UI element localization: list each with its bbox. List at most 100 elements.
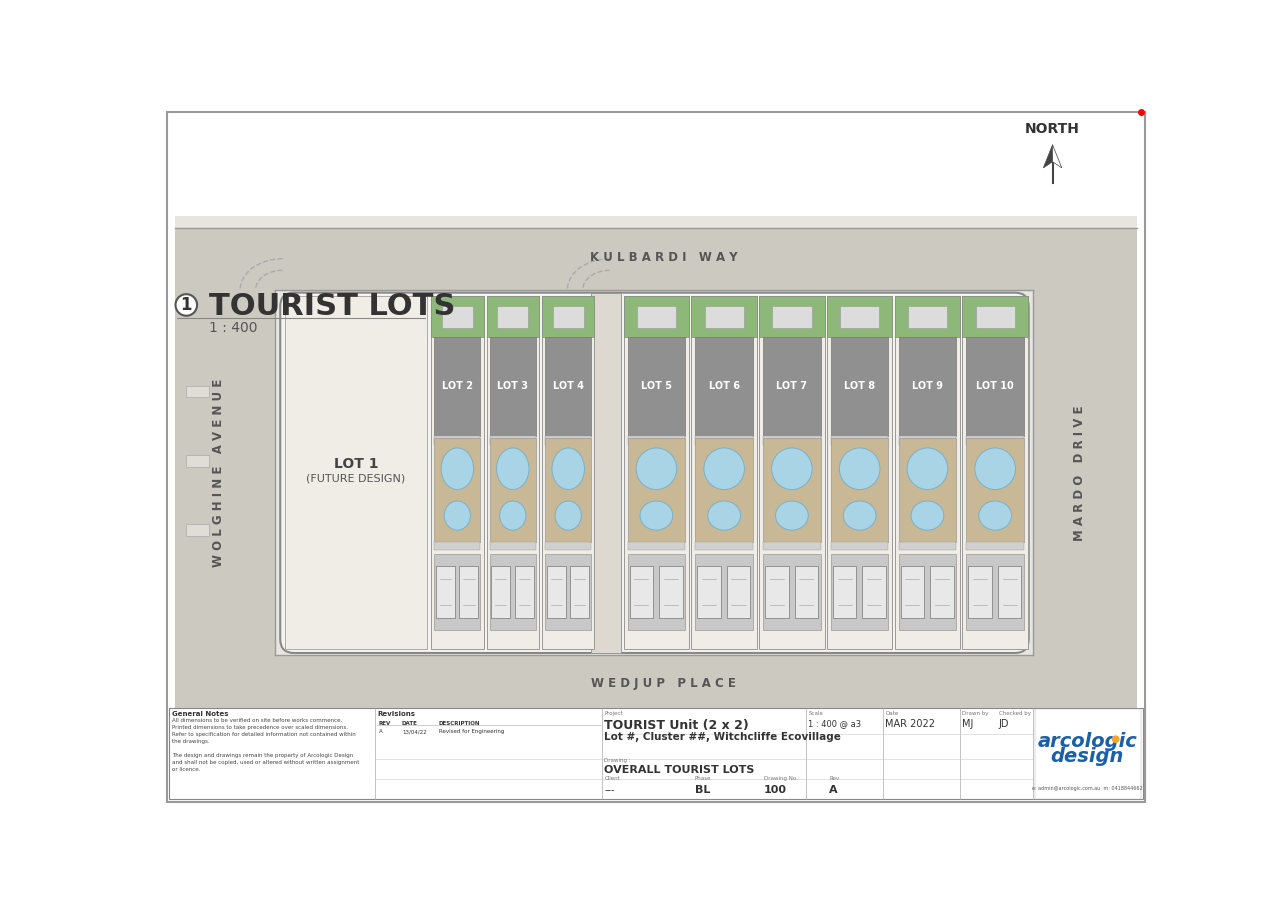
Bar bbox=[434, 436, 480, 444]
Bar bbox=[831, 337, 888, 436]
Bar bbox=[763, 541, 820, 550]
Text: the drawings.: the drawings. bbox=[173, 739, 210, 744]
Bar bbox=[515, 566, 534, 617]
Text: BL: BL bbox=[695, 786, 710, 795]
Ellipse shape bbox=[499, 501, 526, 530]
Bar bbox=[831, 554, 888, 630]
Bar bbox=[434, 437, 480, 541]
Text: A: A bbox=[379, 729, 383, 734]
Ellipse shape bbox=[979, 501, 1011, 530]
Text: LOT 10: LOT 10 bbox=[977, 381, 1014, 391]
Text: A: A bbox=[829, 786, 838, 795]
Bar bbox=[763, 437, 820, 541]
Bar bbox=[490, 436, 536, 444]
Bar bbox=[627, 554, 685, 630]
Text: All dimensions to be verified on site before works commence.: All dimensions to be verified on site be… bbox=[173, 719, 343, 723]
Bar bbox=[541, 297, 594, 337]
Ellipse shape bbox=[444, 501, 471, 530]
Text: Refer to specification for detailed information not contained within: Refer to specification for detailed info… bbox=[173, 732, 356, 738]
Bar bbox=[895, 297, 960, 337]
Bar bbox=[285, 297, 428, 649]
Text: Revisions: Revisions bbox=[378, 710, 415, 717]
Bar bbox=[175, 216, 1137, 710]
Ellipse shape bbox=[552, 448, 585, 490]
Text: Scale: Scale bbox=[809, 710, 823, 716]
Ellipse shape bbox=[640, 501, 673, 530]
Text: Drawing No.: Drawing No. bbox=[764, 776, 797, 781]
Bar bbox=[908, 306, 947, 329]
Text: e: admin@arcologic.com.au  m: 0418844662: e: admin@arcologic.com.au m: 0418844662 bbox=[1032, 786, 1143, 791]
Bar bbox=[827, 297, 892, 337]
Text: JD: JD bbox=[998, 719, 1009, 729]
Text: Drawn by: Drawn by bbox=[963, 710, 989, 716]
Bar bbox=[966, 337, 1024, 436]
Bar bbox=[636, 306, 676, 329]
Polygon shape bbox=[1043, 145, 1052, 168]
Text: LOT 2: LOT 2 bbox=[442, 381, 472, 391]
Bar bbox=[704, 306, 744, 329]
Bar bbox=[547, 566, 566, 617]
Bar bbox=[431, 297, 484, 337]
Bar bbox=[627, 541, 685, 550]
Bar bbox=[486, 297, 539, 337]
Ellipse shape bbox=[442, 448, 474, 490]
Text: LOT 3: LOT 3 bbox=[497, 381, 529, 391]
Text: LOT 6: LOT 6 bbox=[709, 381, 740, 391]
Bar bbox=[187, 524, 210, 536]
Text: LOT 7: LOT 7 bbox=[777, 381, 808, 391]
Ellipse shape bbox=[840, 448, 879, 490]
Bar bbox=[975, 306, 1015, 329]
Bar bbox=[966, 436, 1024, 444]
Text: DATE: DATE bbox=[402, 720, 417, 726]
Bar bbox=[541, 297, 594, 649]
Text: TOURIST LOTS: TOURIST LOTS bbox=[210, 292, 456, 321]
Text: LOT 4: LOT 4 bbox=[553, 381, 584, 391]
Bar bbox=[169, 709, 1143, 799]
Bar bbox=[901, 566, 924, 617]
Bar bbox=[553, 306, 584, 329]
Text: and shall not be copied, used or altered without written assignment: and shall not be copied, used or altered… bbox=[173, 760, 360, 765]
Bar bbox=[630, 566, 653, 617]
Bar bbox=[759, 297, 824, 649]
Text: Checked by: Checked by bbox=[998, 710, 1030, 716]
Bar bbox=[899, 337, 956, 436]
Text: MAR 2022: MAR 2022 bbox=[886, 719, 936, 729]
Text: NORTH: NORTH bbox=[1025, 121, 1080, 136]
Bar bbox=[695, 554, 753, 630]
Bar bbox=[623, 297, 689, 649]
Bar bbox=[545, 554, 591, 630]
Bar bbox=[833, 566, 856, 617]
Text: 100: 100 bbox=[764, 786, 787, 795]
Bar bbox=[695, 541, 753, 550]
Bar bbox=[497, 306, 529, 329]
Bar bbox=[931, 566, 954, 617]
Bar bbox=[795, 566, 818, 617]
Ellipse shape bbox=[708, 501, 741, 530]
Bar bbox=[623, 297, 689, 337]
Bar bbox=[899, 437, 956, 541]
Ellipse shape bbox=[556, 501, 581, 530]
Text: TOURIST Unit (2 x 2): TOURIST Unit (2 x 2) bbox=[604, 719, 749, 732]
Bar bbox=[627, 337, 685, 436]
Bar bbox=[763, 554, 820, 630]
Bar bbox=[545, 436, 591, 444]
Ellipse shape bbox=[704, 448, 745, 490]
Bar bbox=[831, 437, 888, 541]
Text: M A R D O   D R I V E: M A R D O D R I V E bbox=[1073, 405, 1085, 540]
Bar bbox=[545, 337, 591, 436]
Text: design: design bbox=[1051, 748, 1124, 767]
Bar bbox=[1033, 228, 1137, 655]
Bar bbox=[899, 541, 956, 550]
Ellipse shape bbox=[776, 501, 808, 530]
Bar bbox=[963, 297, 1028, 649]
Text: 1 : 400: 1 : 400 bbox=[210, 321, 257, 335]
Bar bbox=[175, 228, 1137, 290]
Text: LOT 5: LOT 5 bbox=[641, 381, 672, 391]
Bar bbox=[691, 297, 756, 649]
Bar bbox=[691, 297, 756, 337]
Bar bbox=[545, 437, 591, 541]
Bar bbox=[698, 566, 721, 617]
Bar bbox=[187, 455, 210, 467]
Bar bbox=[763, 436, 820, 444]
Bar bbox=[436, 566, 454, 617]
